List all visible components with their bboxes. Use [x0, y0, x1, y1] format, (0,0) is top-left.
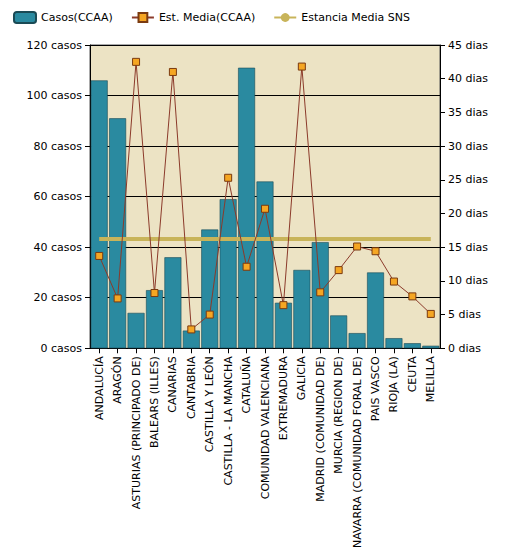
svg-text:0 casos: 0 casos — [41, 342, 83, 355]
svg-text:MELILLA: MELILLA — [424, 356, 437, 402]
svg-text:MADRID (COMUNIDAD DE): MADRID (COMUNIDAD DE) — [314, 356, 327, 501]
svg-text:PAIS VASCO: PAIS VASCO — [369, 356, 382, 421]
svg-text:20 dias: 20 dias — [448, 207, 488, 220]
svg-text:80 casos: 80 casos — [34, 140, 83, 153]
svg-text:CASTILLA Y LEÓN: CASTILLA Y LEÓN — [203, 356, 216, 452]
svg-text:CANTABRIA: CANTABRIA — [185, 356, 198, 419]
svg-text:25 dias: 25 dias — [448, 173, 488, 186]
svg-text:BALEARS (ILLES): BALEARS (ILLES) — [148, 356, 161, 448]
svg-text:35 dias: 35 dias — [448, 106, 488, 119]
svg-text:Est. Media(CCAA): Est. Media(CCAA) — [159, 11, 255, 24]
svg-text:30 dias: 30 dias — [448, 140, 488, 153]
svg-text:RIOJA (LA): RIOJA (LA) — [387, 356, 400, 412]
svg-text:0 dias: 0 dias — [448, 342, 481, 355]
svg-text:Estancia Media SNS: Estancia Media SNS — [301, 11, 410, 24]
svg-text:100 casos: 100 casos — [27, 89, 83, 102]
svg-text:45 dias: 45 dias — [448, 39, 488, 52]
svg-text:20 casos: 20 casos — [34, 291, 83, 304]
svg-text:ANDALUCÍA: ANDALUCÍA — [93, 356, 106, 420]
svg-text:CANARIAS: CANARIAS — [166, 356, 179, 412]
svg-text:MURCIA (REGION DE): MURCIA (REGION DE) — [332, 356, 345, 473]
svg-text:Casos(CCAA): Casos(CCAA) — [41, 11, 113, 24]
svg-text:ASTURIAS (PRINCIPADO DE): ASTURIAS (PRINCIPADO DE) — [130, 356, 143, 509]
svg-text:CEUTA: CEUTA — [406, 356, 419, 393]
svg-text:5 dias: 5 dias — [448, 308, 481, 321]
svg-text:COMUNIDAD VALENCIANA: COMUNIDAD VALENCIANA — [259, 356, 272, 499]
svg-text:120 casos: 120 casos — [27, 39, 83, 52]
svg-text:CATALUÑA: CATALUÑA — [240, 356, 253, 414]
svg-text:15 dias: 15 dias — [448, 241, 488, 254]
svg-text:40 dias: 40 dias — [448, 72, 488, 85]
svg-text:CASTILLA - LA MANCHA: CASTILLA - LA MANCHA — [222, 356, 235, 486]
svg-text:10 dias: 10 dias — [448, 274, 488, 287]
svg-text:GALICIA: GALICIA — [295, 356, 308, 400]
svg-text:EXTREMADURA: EXTREMADURA — [277, 356, 290, 440]
svg-text:60 casos: 60 casos — [34, 190, 83, 203]
svg-text:40 casos: 40 casos — [34, 241, 83, 254]
svg-text:ARAGÓN: ARAGÓN — [111, 356, 124, 403]
svg-text:NAVARRA (COMUNIDAD FORAL DE): NAVARRA (COMUNIDAD FORAL DE) — [351, 356, 364, 548]
